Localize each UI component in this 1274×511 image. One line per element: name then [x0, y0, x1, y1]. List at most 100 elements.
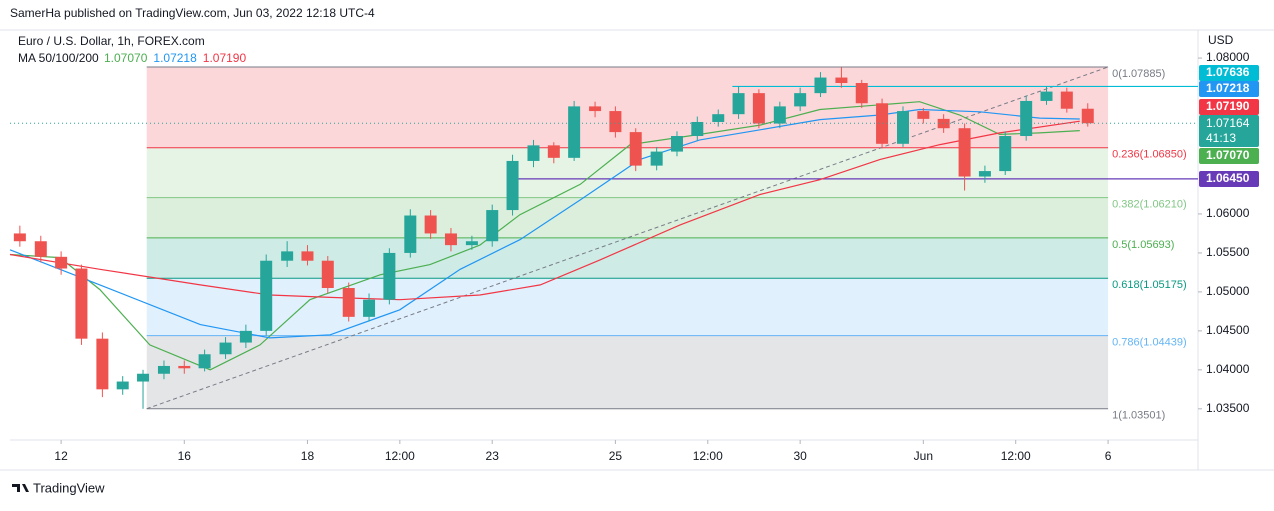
ma-legend-value: 1.07190: [203, 51, 247, 65]
ma-price-label: 1.07218: [1206, 81, 1250, 95]
ma-price-label-bg: [1199, 148, 1259, 164]
candle-body: [301, 251, 314, 261]
x-tick-label: 23: [486, 449, 500, 463]
fib-zone: [146, 278, 1109, 336]
fib-label: 0.618(1.05175): [1112, 279, 1187, 291]
ma-price-label: 1.07190: [1206, 99, 1250, 113]
x-tick-label: 12: [54, 449, 68, 463]
moving-average: [9, 120, 1080, 301]
candle-body: [34, 241, 47, 257]
candle-body: [321, 260, 334, 289]
candle-body: [917, 111, 930, 119]
candle-body: [239, 330, 252, 343]
candle-body: [999, 136, 1012, 172]
x-tick-label: 12:00: [385, 449, 415, 463]
fib-zone: [146, 67, 1109, 148]
x-tick-label: 25: [609, 449, 623, 463]
candle-body: [937, 118, 950, 129]
candle-body: [814, 77, 827, 94]
candle-body: [506, 160, 519, 211]
candle-body: [383, 252, 396, 300]
level-price-label: 1.06450: [1206, 171, 1250, 185]
y-tick-label: 1.05500: [1206, 245, 1250, 259]
fib-label: 0(1.07885): [1112, 68, 1165, 80]
x-tick-label: Jun: [914, 449, 933, 463]
candle-body: [198, 354, 211, 369]
candle-body: [691, 121, 704, 137]
ma-legend-value: 1.07070: [104, 51, 148, 65]
candle-body: [712, 114, 725, 122]
level-price-label: 1.07636: [1206, 65, 1250, 79]
brand: TradingView: [33, 480, 105, 495]
y-tick-label: 1.06000: [1206, 206, 1250, 220]
candle-body: [219, 342, 232, 355]
candle-body: [732, 93, 745, 115]
y-tick-label: 1.03500: [1206, 401, 1250, 415]
ma-price-label-bg: [1199, 81, 1259, 97]
candle-body: [794, 93, 807, 107]
fib-label: 0.382(1.06210): [1112, 198, 1187, 210]
countdown: 41:13: [1206, 131, 1236, 145]
last-price-label: 1.07164: [1206, 116, 1250, 130]
candle-body: [137, 373, 150, 382]
candle-body: [897, 111, 910, 144]
candle-body: [650, 151, 663, 166]
fib-label: 0.786(1.04439): [1112, 337, 1187, 349]
x-tick-label: 6: [1105, 449, 1112, 463]
candle-body: [157, 365, 170, 374]
moving-average: [9, 101, 1080, 371]
candle-body: [958, 128, 971, 177]
candle-body: [629, 132, 642, 166]
candle-body: [1040, 91, 1053, 101]
candle-body: [486, 210, 499, 242]
candle-body: [670, 136, 683, 152]
candle-body: [1020, 100, 1033, 137]
candle-body: [589, 106, 602, 112]
y-tick-label: 1.05000: [1206, 284, 1250, 298]
candle-body: [55, 256, 68, 269]
candle-body: [75, 268, 88, 339]
candle-body: [568, 106, 581, 158]
candle-body: [404, 215, 417, 253]
candle-body: [835, 77, 848, 84]
plot-area: 0(1.07885) 0.236(1.06850) 0.382(1.06210) 0.…: [9, 66, 1198, 422]
x-tick-label: 30: [793, 449, 807, 463]
chart-title: Euro / U.S. Dollar, 1h, FOREX.com: [18, 34, 205, 48]
moving-average: [9, 108, 1080, 339]
y-tick-label: 1.04500: [1206, 323, 1250, 337]
x-tick-label: 12:00: [1001, 449, 1031, 463]
candle-body: [752, 93, 765, 124]
fib-label: 0.5(1.05693): [1112, 239, 1174, 251]
candle-body: [465, 241, 478, 246]
ma-price-label: 1.07070: [1206, 148, 1250, 162]
x-tick-label: 16: [178, 449, 192, 463]
level-price-label-bg: [1199, 171, 1259, 187]
candle-body: [855, 83, 868, 104]
ma-price-label-bg: [1199, 99, 1259, 115]
candle-body: [978, 171, 991, 177]
publisher: SamerHa published on TradingView.com, Ju…: [10, 6, 375, 20]
candle-body: [1081, 108, 1094, 124]
candle-body: [444, 233, 457, 246]
x-tick-label: 12:00: [693, 449, 723, 463]
candle-body: [178, 365, 191, 369]
candle-body: [527, 145, 540, 161]
brand-logo: [12, 484, 29, 492]
candle-body: [363, 299, 376, 317]
candle-body: [260, 260, 273, 331]
y-tick-label: 1.04000: [1206, 362, 1250, 376]
fib-zone: [146, 147, 1109, 198]
candle-body: [13, 233, 26, 242]
y-unit: USD: [1208, 33, 1234, 47]
candle-body: [424, 215, 437, 234]
fib-zone: [146, 335, 1109, 409]
fib-label: 1(1.03501): [1112, 410, 1165, 422]
level-price-label-bg: [1199, 65, 1259, 81]
fib-label: 0.236(1.06850): [1112, 149, 1187, 161]
candle-body: [96, 338, 109, 390]
candle-body: [773, 106, 786, 124]
candle-body: [116, 381, 129, 390]
candle-body: [342, 288, 355, 317]
